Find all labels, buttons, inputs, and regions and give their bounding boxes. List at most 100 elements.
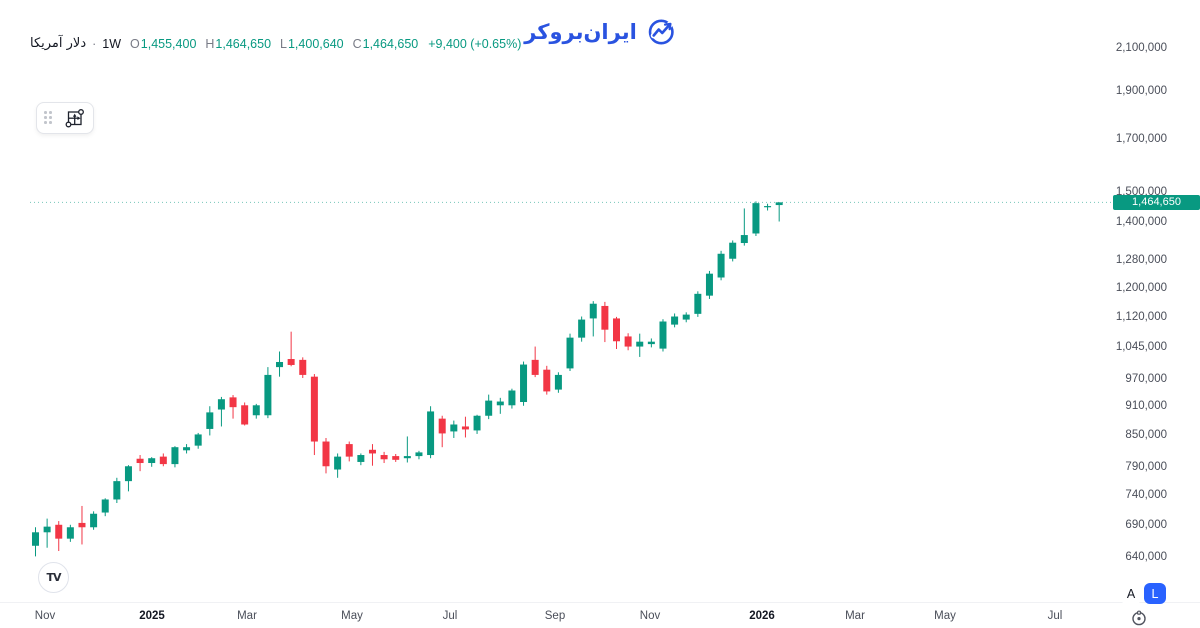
time-tick-label: Jul xyxy=(442,610,458,622)
candle xyxy=(705,270,713,299)
candle xyxy=(194,432,202,449)
candle xyxy=(252,403,260,419)
change-value: +9,400 (+0.65%) xyxy=(428,36,522,51)
brand-trend-icon xyxy=(646,17,676,47)
low-group: L 1,400,640 xyxy=(280,37,344,51)
log-scale-button[interactable]: L xyxy=(1144,583,1166,604)
candle xyxy=(740,208,748,246)
legend-separator: · xyxy=(92,36,97,51)
candle xyxy=(43,518,51,548)
candle xyxy=(624,333,632,351)
date-price-range-button[interactable] xyxy=(64,107,86,129)
candle xyxy=(380,451,388,464)
time-axis-separator xyxy=(0,602,1200,603)
candle xyxy=(136,455,144,472)
open-value: 1,455,400 xyxy=(140,36,197,51)
brand-logo[interactable]: ایران‌بروکر xyxy=(524,17,676,47)
price-tick-label: 640,000 xyxy=(1125,551,1167,563)
low-letter: L xyxy=(280,36,287,51)
high-value: 1,464,650 xyxy=(215,36,272,51)
price-tick-label: 1,900,000 xyxy=(1115,84,1167,97)
price-tick-label: 1,200,000 xyxy=(1115,281,1167,294)
candle xyxy=(101,498,109,517)
close-letter: C xyxy=(352,36,362,51)
date-price-range-icon xyxy=(64,107,86,129)
symbol-name[interactable]: دلار آمریکا xyxy=(30,36,87,51)
candle xyxy=(229,395,237,419)
candle xyxy=(287,331,295,367)
candle xyxy=(217,396,225,427)
price-tick-label: 850,000 xyxy=(1125,429,1167,442)
candle xyxy=(671,313,679,328)
price-tick-label: 1,120,000 xyxy=(1115,311,1167,324)
candle xyxy=(241,402,249,426)
interval-label[interactable]: 1W xyxy=(102,36,122,51)
candle xyxy=(183,444,191,454)
candle xyxy=(473,414,481,434)
candle xyxy=(66,524,74,542)
candle xyxy=(729,240,737,262)
symbol-legend: دلار آمریکا · 1W O 1,455,400 H 1,464,650… xyxy=(30,36,521,51)
close-value: 1,464,650 xyxy=(362,36,419,51)
time-tick-label: Mar xyxy=(237,610,257,622)
price-tick-label: 2,100,000 xyxy=(1115,42,1167,54)
candle xyxy=(334,453,342,478)
candle xyxy=(589,301,597,337)
candle xyxy=(659,319,667,352)
high-letter: H xyxy=(205,36,215,51)
candle xyxy=(113,477,121,503)
candle xyxy=(171,446,179,468)
candle xyxy=(392,453,400,462)
candle xyxy=(90,511,98,530)
last-price-badge: 1,464,650 xyxy=(1113,194,1200,210)
candle xyxy=(124,465,132,492)
candle xyxy=(427,406,435,459)
candle xyxy=(357,453,365,466)
candle xyxy=(450,420,458,438)
candle xyxy=(310,374,318,456)
candle xyxy=(345,441,353,462)
time-tick-label: 2025 xyxy=(139,610,165,622)
auto-scale-button[interactable]: A xyxy=(1121,584,1141,604)
time-tick-label: Sep xyxy=(544,610,566,622)
time-tick-label: Mar xyxy=(845,610,865,622)
time-tick-label: 2026 xyxy=(749,610,775,622)
candle xyxy=(403,436,411,463)
open-group: O 1,455,400 xyxy=(130,37,196,51)
time-tick-label: Nov xyxy=(639,610,661,622)
price-tick-label: 1,045,000 xyxy=(1115,340,1167,353)
candle xyxy=(485,394,493,420)
candle xyxy=(276,351,284,377)
price-tick-label: 1,400,000 xyxy=(1115,215,1167,228)
settings-gear-icon[interactable] xyxy=(1130,609,1148,627)
candle xyxy=(461,416,469,438)
tradingview-logo[interactable]: TV xyxy=(38,562,69,593)
candle xyxy=(78,505,86,545)
price-tick-label: 1,280,000 xyxy=(1115,254,1167,267)
drag-handle-icon[interactable] xyxy=(44,111,53,125)
candle xyxy=(647,338,655,348)
close-group: C 1,464,650 xyxy=(353,37,419,51)
candle xyxy=(613,316,620,350)
candle xyxy=(717,250,725,281)
time-tick-label: Nov xyxy=(34,610,56,622)
price-tick-label: 690,000 xyxy=(1125,518,1167,531)
price-tick-label: 910,000 xyxy=(1125,400,1167,413)
price-tick-label: 790,000 xyxy=(1125,460,1167,473)
candle xyxy=(264,367,272,419)
candle xyxy=(148,457,156,467)
candle xyxy=(578,316,586,342)
candle xyxy=(554,372,562,393)
candle xyxy=(636,333,644,357)
candle xyxy=(752,201,760,237)
price-tick-label: 1,700,000 xyxy=(1115,132,1167,145)
candle xyxy=(415,450,423,460)
high-group: H 1,464,650 xyxy=(205,37,271,51)
brand-name: ایران‌بروکر xyxy=(524,20,637,44)
candle xyxy=(531,346,539,378)
candle xyxy=(299,357,307,378)
price-tick-label: 740,000 xyxy=(1125,488,1167,501)
candle xyxy=(601,301,609,343)
